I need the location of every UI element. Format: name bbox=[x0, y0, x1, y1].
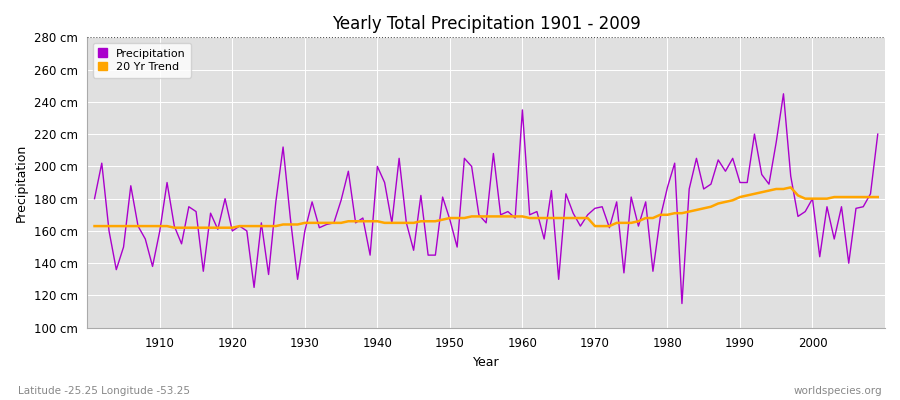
Legend: Precipitation, 20 Yr Trend: Precipitation, 20 Yr Trend bbox=[93, 43, 192, 78]
Y-axis label: Precipitation: Precipitation bbox=[15, 144, 28, 222]
Precipitation bbox=[307, 200, 318, 204]
20 Yr Trend bbox=[517, 214, 527, 219]
20 Yr Trend bbox=[89, 224, 100, 228]
20 Yr Trend bbox=[147, 224, 158, 228]
20 Yr Trend bbox=[314, 220, 325, 225]
Precipitation bbox=[147, 264, 158, 269]
Precipitation bbox=[509, 216, 520, 220]
Precipitation bbox=[778, 91, 789, 96]
Text: worldspecies.org: worldspecies.org bbox=[794, 386, 882, 396]
X-axis label: Year: Year bbox=[472, 356, 500, 369]
20 Yr Trend bbox=[872, 195, 883, 200]
Precipitation bbox=[89, 196, 100, 201]
Line: 20 Yr Trend: 20 Yr Trend bbox=[94, 187, 878, 228]
20 Yr Trend bbox=[357, 219, 368, 224]
Precipitation bbox=[677, 301, 688, 306]
20 Yr Trend bbox=[525, 216, 535, 220]
Text: Latitude -25.25 Longitude -53.25: Latitude -25.25 Longitude -53.25 bbox=[18, 386, 190, 396]
Precipitation bbox=[517, 108, 527, 112]
Line: Precipitation: Precipitation bbox=[94, 94, 878, 304]
Title: Yearly Total Precipitation 1901 - 2009: Yearly Total Precipitation 1901 - 2009 bbox=[332, 15, 641, 33]
Precipitation bbox=[872, 132, 883, 136]
20 Yr Trend bbox=[169, 225, 180, 230]
Precipitation bbox=[350, 220, 361, 225]
20 Yr Trend bbox=[611, 220, 622, 225]
Precipitation bbox=[604, 225, 615, 230]
20 Yr Trend bbox=[786, 185, 796, 190]
